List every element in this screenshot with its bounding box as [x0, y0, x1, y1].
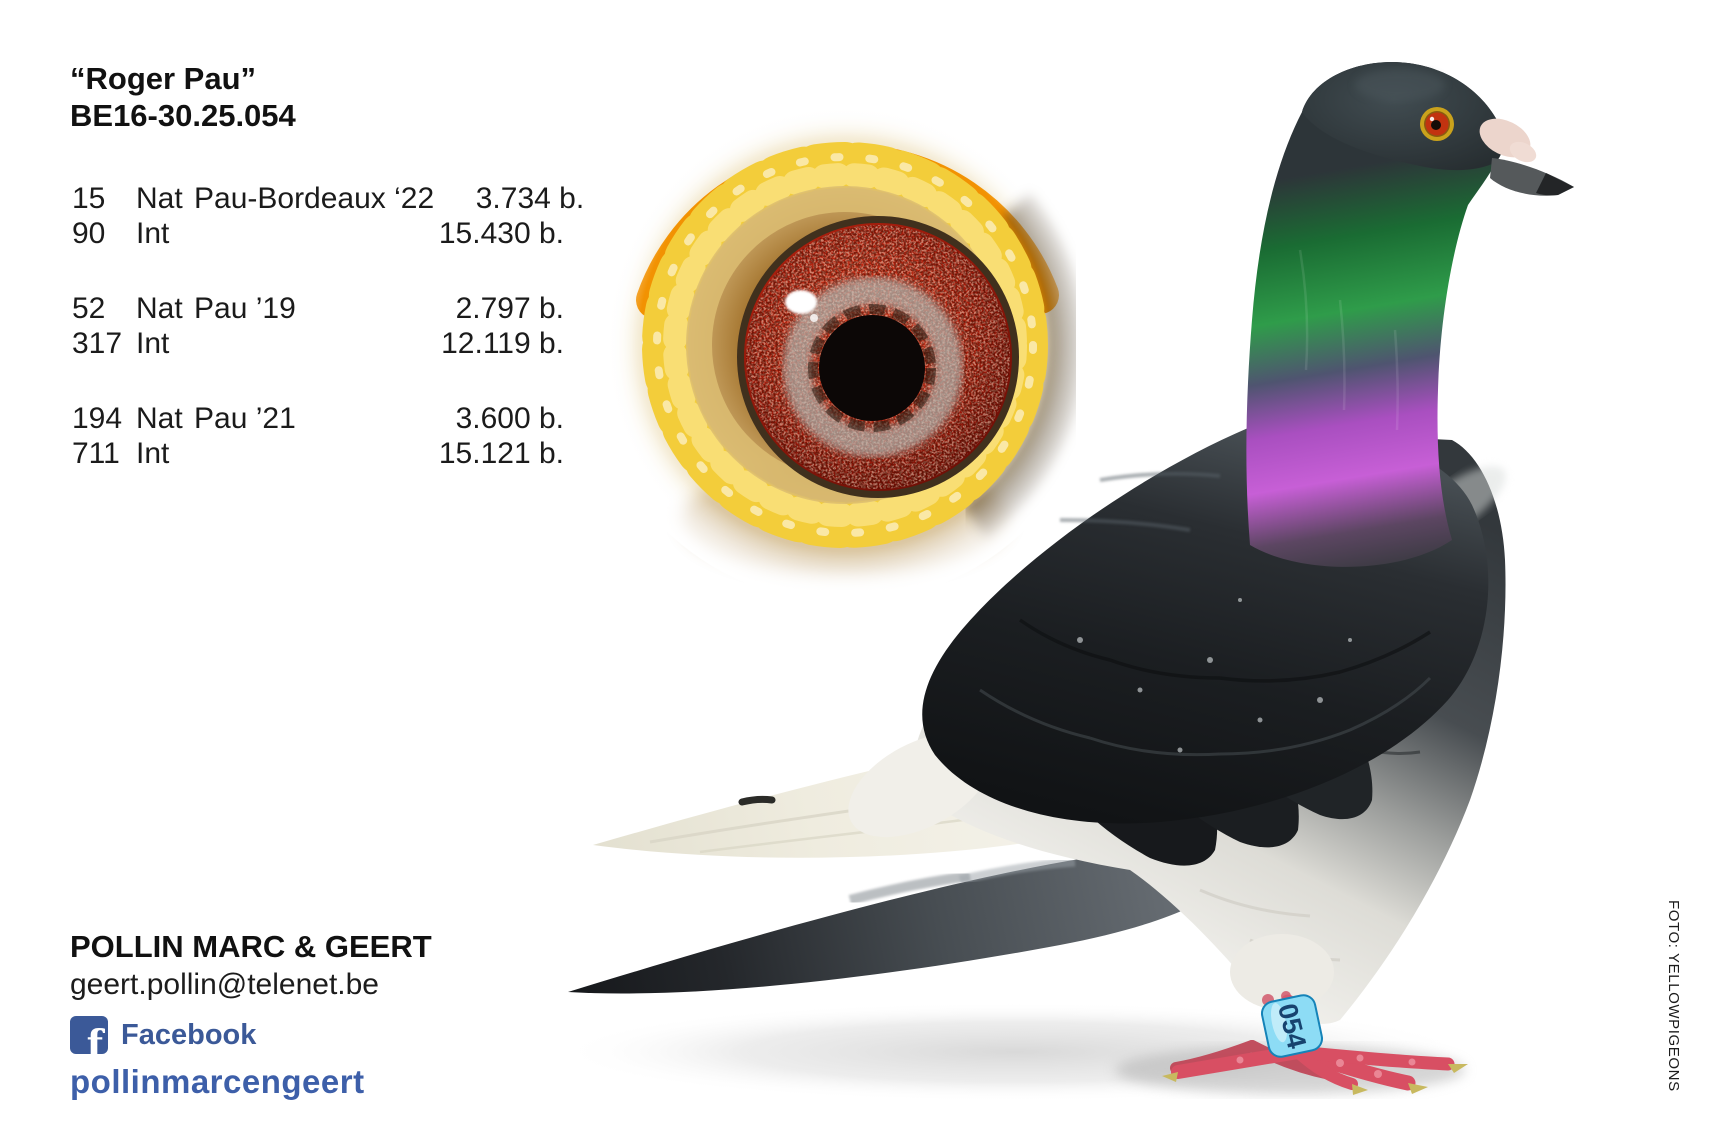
facebook-icon-letter: f — [86, 1021, 103, 1055]
neck-iridescent — [1246, 62, 1504, 567]
result-birds: 15.121 b. — [438, 437, 564, 470]
owner-email: geert.pollin@telenet.be — [70, 968, 379, 1001]
result-rank: 52 — [72, 292, 106, 325]
result-birds: 3.600 b. — [455, 402, 564, 435]
legs-and-feet: 054 — [1162, 934, 1468, 1095]
result-rank: 15 — [72, 182, 106, 215]
ring-number: BE16-30.25.054 — [70, 98, 296, 133]
result-race: Pau ’21 — [194, 402, 296, 435]
facebook-row: f Facebook — [70, 1016, 432, 1054]
result-race: Pau ’19 — [194, 292, 296, 325]
crown-sheen — [1355, 69, 1445, 101]
pigeon-name: “Roger Pau” — [70, 61, 257, 96]
neck-streaks — [1298, 249, 1399, 431]
result-rank: 317 — [72, 327, 123, 360]
result-birds: 3.734 b. — [475, 182, 585, 215]
thigh-fluff — [1230, 934, 1334, 1010]
result-level: Nat — [136, 292, 183, 325]
result-rank: 194 — [72, 402, 123, 435]
title-block: “Roger Pau” BE16-30.25.054 — [70, 60, 296, 134]
photo-credit: FOTO: YELLOWPIGEONS — [1665, 900, 1682, 1092]
wing-feather-scallops-2 — [979, 676, 1432, 757]
eye-macro-photo — [587, 87, 1103, 603]
wing-sheen — [1059, 471, 1221, 532]
wing-speckles — [1077, 598, 1352, 753]
result-birds: 15.430 b. — [438, 217, 564, 250]
result-rank: 90 — [72, 217, 106, 250]
result-rank: 711 — [72, 437, 120, 470]
result-row: 15 Nat Pau-Bordeaux ‘22 3.734 b. — [72, 181, 584, 216]
leg-band: 054 — [1261, 994, 1323, 1058]
toe-knuckles — [1236, 1054, 1416, 1078]
result-row: 194 Nat Pau ’21 3.600 b. — [72, 401, 564, 436]
claws — [1162, 1064, 1468, 1095]
result-level: Int — [136, 327, 170, 360]
result-level: Nat — [136, 182, 183, 215]
flight-feather-mark — [738, 795, 776, 806]
result-row: 317 Int 12.119 b. — [72, 326, 564, 361]
tail — [568, 845, 1225, 994]
neck-and-head — [1246, 62, 1574, 567]
pigeon-eye — [1420, 107, 1454, 141]
facebook-handle: pollinmarcengeert — [70, 1063, 365, 1100]
wattle-lower — [1509, 141, 1537, 163]
pigeon: 054 — [557, 62, 1574, 1102]
facebook-label: Facebook — [121, 1018, 257, 1051]
result-level: Int — [136, 437, 170, 470]
wing-feather-scallops — [1018, 618, 1431, 683]
result-level: Nat — [136, 402, 183, 435]
beak-tip — [1536, 173, 1574, 196]
head — [1302, 62, 1504, 171]
result-row: 52 Nat Pau ’19 2.797 b. — [72, 291, 564, 326]
eye-vignette — [587, 87, 1103, 603]
result-birds: 12.119 b. — [441, 327, 564, 360]
race-results: 15 Nat Pau-Bordeaux ‘22 3.734 b. 90 Int … — [72, 181, 584, 471]
result-row: 90 Int 15.430 b. — [72, 216, 564, 251]
owner-block: POLLIN MARC & GEERT geert.pollin@telenet… — [70, 928, 432, 1101]
owner-name: POLLIN MARC & GEERT — [70, 929, 432, 964]
result-race: Pau-Bordeaux ‘22 — [194, 182, 435, 215]
result-level: Int — [136, 217, 170, 250]
result-birds: 2.797 b. — [455, 292, 564, 325]
result-row: 711 Int 15.121 b. — [72, 436, 564, 471]
facebook-icon: f — [70, 1016, 108, 1054]
